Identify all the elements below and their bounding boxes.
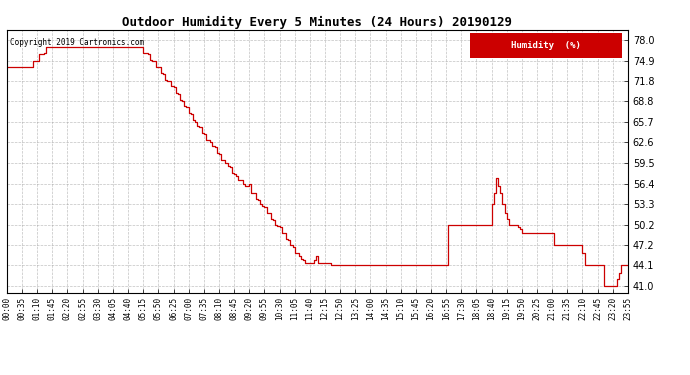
Text: Humidity  (%): Humidity (%) <box>511 41 581 50</box>
Text: Copyright 2019 Cartronics.com: Copyright 2019 Cartronics.com <box>10 38 144 47</box>
Title: Outdoor Humidity Every 5 Minutes (24 Hours) 20190129: Outdoor Humidity Every 5 Minutes (24 Hou… <box>122 16 513 29</box>
FancyBboxPatch shape <box>469 33 622 58</box>
